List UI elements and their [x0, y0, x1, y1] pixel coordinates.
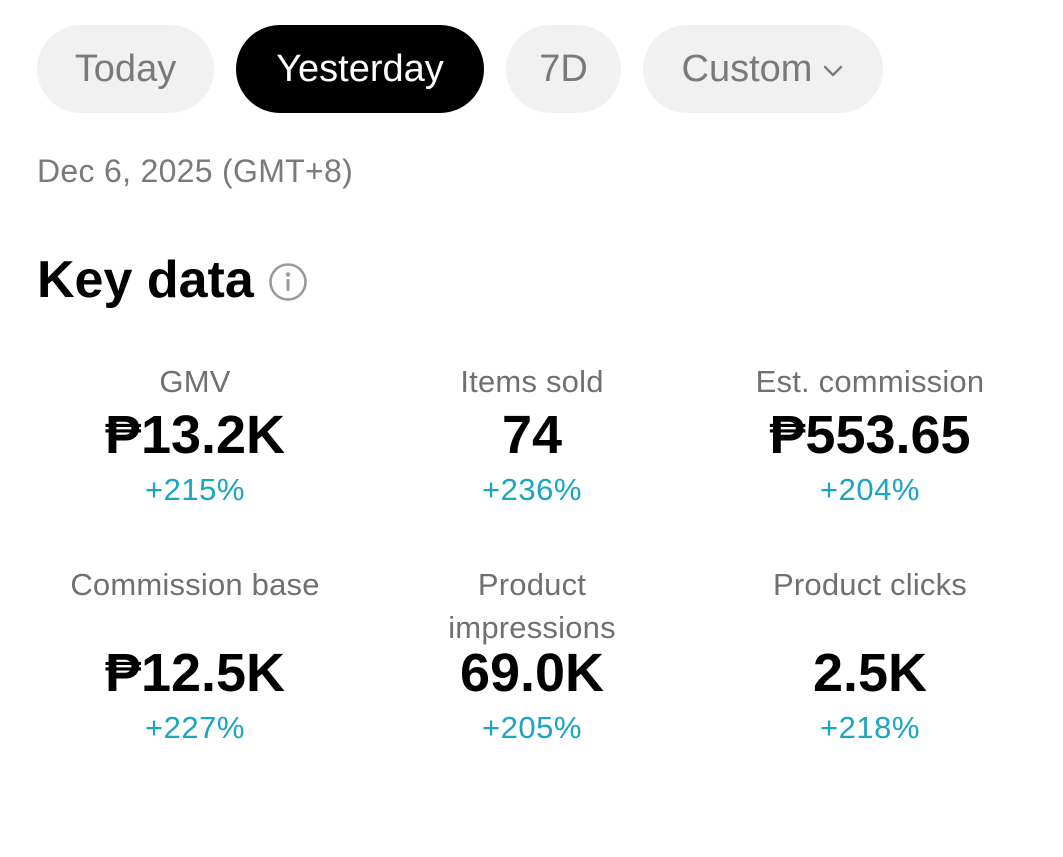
metric-value: ₱553.65: [769, 405, 971, 465]
metric-label: Product clicks: [772, 567, 968, 602]
metric-est-commission[interactable]: Est. commission ₱553.65 +204%: [700, 360, 1040, 513]
chevron-down-icon: [822, 64, 844, 78]
date-chip-yesterday[interactable]: Yesterday: [236, 25, 484, 113]
date-chip-7d[interactable]: 7D: [506, 25, 621, 113]
info-icon[interactable]: [268, 262, 308, 302]
metric-gmv[interactable]: GMV ₱13.2K +215%: [25, 360, 365, 513]
metric-value: ₱12.5K: [104, 643, 286, 703]
selected-date: Dec 6, 2025 (GMT+8): [37, 153, 354, 189]
metric-value: 2.5K: [812, 643, 928, 703]
metric-value: ₱13.2K: [104, 405, 286, 465]
metric-product-impressions[interactable]: Product impressions 69.0K +205%: [362, 563, 702, 751]
metric-value: 69.0K: [459, 643, 605, 703]
date-chip-today[interactable]: Today: [37, 25, 214, 113]
key-data-heading: Key data: [37, 250, 308, 310]
metric-change: +218%: [820, 710, 920, 745]
key-data-title: Key data: [37, 251, 254, 309]
metric-label: Commission base: [70, 567, 320, 602]
metric-change: +215%: [145, 472, 245, 507]
date-chip-today-label: Today: [74, 47, 177, 90]
date-chip-custom-label: Custom: [681, 47, 813, 90]
date-chip-custom[interactable]: Custom: [643, 25, 883, 113]
metric-commission-base[interactable]: Commission base ₱12.5K +227%: [25, 563, 365, 751]
metric-value: 74: [501, 405, 563, 465]
metric-change: +227%: [145, 710, 245, 745]
metric-change: +204%: [820, 472, 920, 507]
metric-label: Product impressions: [448, 567, 616, 645]
metric-label: GMV: [159, 364, 231, 399]
metric-product-clicks[interactable]: Product clicks 2.5K +218%: [700, 563, 1040, 751]
metric-label: Items sold: [460, 364, 604, 399]
metric-change: +236%: [482, 472, 582, 507]
metric-label: Est. commission: [755, 364, 985, 399]
date-chip-yesterday-label: Yesterday: [276, 47, 444, 90]
date-chip-7d-label: 7D: [539, 47, 588, 90]
metric-items-sold[interactable]: Items sold 74 +236%: [362, 360, 702, 513]
metric-change: +205%: [482, 710, 582, 745]
